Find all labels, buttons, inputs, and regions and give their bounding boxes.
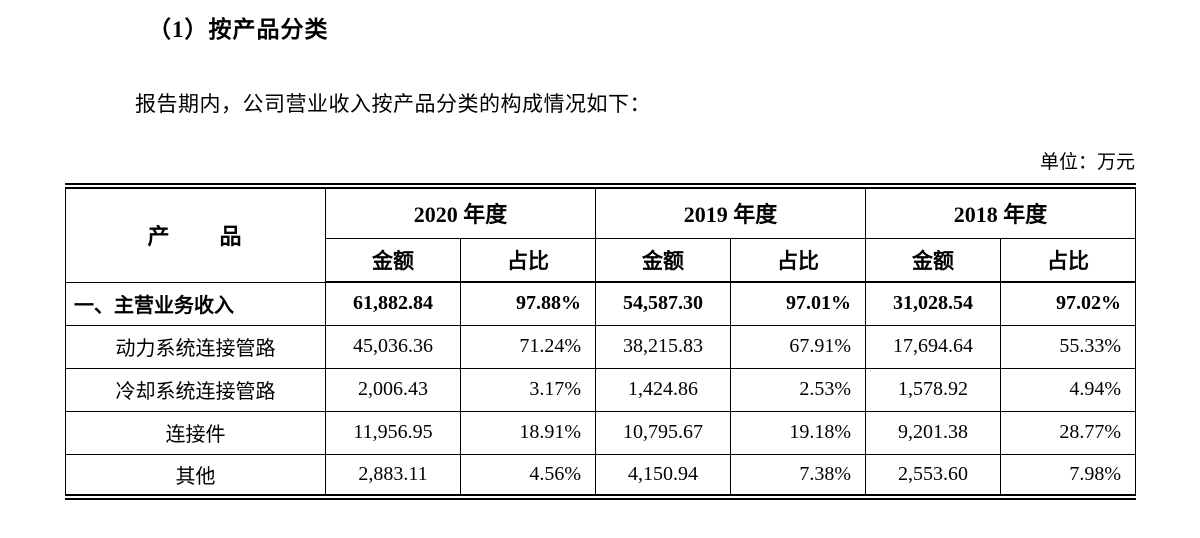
amount-cell: 2,006.43: [325, 367, 461, 412]
ratio-cell: 97.88%: [459, 281, 597, 326]
intro-text: 报告期内，公司营业收入按产品分类的构成情况如下：: [135, 92, 651, 116]
unit-label: 单位：万元: [1039, 152, 1135, 173]
ratio-cell: 28.77%: [1000, 410, 1137, 455]
table-row: 其他 2,883.11 4.56% 4,150.94 7.38% 2,553.6…: [65, 453, 1137, 498]
amount-cell: 31,028.54: [865, 281, 1002, 326]
amount-cell: 9,201.38: [865, 410, 1002, 455]
table-row: 连接件 11,956.95 18.91% 10,795.67 19.18% 9,…: [65, 410, 1137, 455]
ratio-cell: 7.38%: [730, 453, 867, 498]
col-header-ratio-2018: 占比: [1000, 237, 1137, 283]
col-header-year-2019: 2019 年度: [595, 185, 867, 239]
ratio-cell: 18.91%: [459, 410, 597, 455]
table-row: 动力系统连接管路 45,036.36 71.24% 38,215.83 67.9…: [65, 324, 1137, 369]
col-header-amount-2018: 金额: [865, 237, 1002, 283]
col-header-amount-2020: 金额: [325, 237, 461, 283]
ratio-cell: 55.33%: [1000, 324, 1137, 369]
amount-cell: 4,150.94: [595, 453, 732, 498]
col-header-year-2018: 2018 年度: [865, 185, 1137, 239]
ratio-cell: 4.94%: [1000, 367, 1137, 412]
ratio-cell: 4.56%: [459, 453, 597, 498]
ratio-cell: 7.98%: [1000, 453, 1137, 498]
table-row: 冷却系统连接管路 2,006.43 3.17% 1,424.86 2.53% 1…: [65, 367, 1137, 412]
product-cell: 一、主营业务收入: [65, 281, 326, 326]
table-header-sub: 金额 占比 金额 占比 金额 占比: [66, 237, 1137, 283]
section-heading: （1）按产品分类: [148, 17, 329, 42]
ratio-cell: 19.18%: [730, 410, 867, 455]
amount-cell: 54,587.30: [595, 281, 732, 326]
amount-cell: 1,578.92: [865, 367, 1002, 412]
revenue-by-product-table: 产 品 2020 年度 2019 年度 2018 年度 金额 占比 金额 占比 …: [65, 183, 1137, 500]
col-header-ratio-2020: 占比: [459, 237, 597, 283]
amount-cell: 10,795.67: [595, 410, 732, 455]
amount-cell: 11,956.95: [325, 410, 461, 455]
ratio-cell: 71.24%: [459, 324, 597, 369]
ratio-cell: 3.17%: [459, 367, 597, 412]
col-header-product: 产 品: [65, 185, 326, 283]
product-cell: 其他: [65, 453, 326, 498]
table-header-years: 产 品 2020 年度 2019 年度 2018 年度: [65, 185, 1137, 283]
ratio-cell: 97.02%: [1000, 281, 1137, 326]
ratio-cell: 97.01%: [730, 281, 867, 326]
amount-cell: 1,424.86: [595, 367, 732, 412]
amount-cell: 17,694.64: [865, 324, 1002, 369]
ratio-cell: 67.91%: [730, 324, 867, 369]
amount-cell: 45,036.36: [325, 324, 461, 369]
amount-cell: 2,553.60: [865, 453, 1002, 498]
table-row: 一、主营业务收入 61,882.84 97.88% 54,587.30 97.0…: [65, 281, 1137, 326]
col-header-year-2020: 2020 年度: [324, 185, 597, 239]
amount-cell: 2,883.11: [325, 453, 461, 498]
product-cell: 动力系统连接管路: [65, 324, 326, 369]
ratio-cell: 2.53%: [730, 367, 867, 412]
col-header-ratio-2019: 占比: [730, 237, 867, 283]
product-cell: 冷却系统连接管路: [65, 367, 326, 412]
amount-cell: 61,882.84: [325, 281, 461, 326]
col-header-amount-2019: 金额: [595, 237, 732, 283]
product-cell: 连接件: [65, 410, 326, 455]
amount-cell: 38,215.83: [595, 324, 732, 369]
